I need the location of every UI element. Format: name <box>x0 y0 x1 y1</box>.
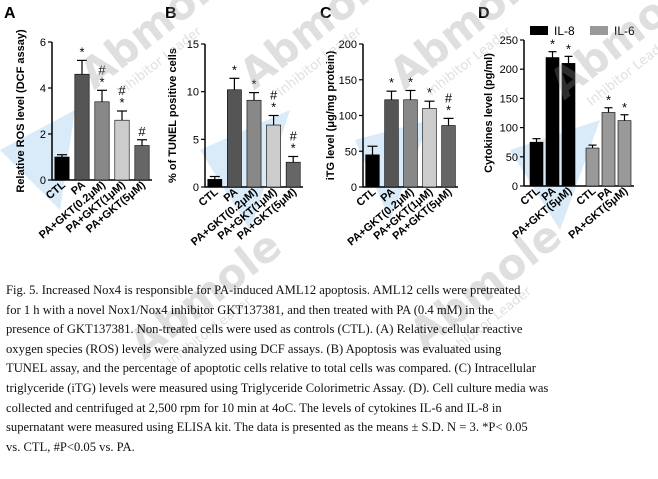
caption-line: for 1 h with a novel Nox1/Nox4 inhibitor… <box>6 302 494 317</box>
bar <box>54 156 70 181</box>
caption-line: presence of GKT137381. Non-treated cells… <box>6 322 523 337</box>
bar <box>74 73 90 181</box>
y-tick-label: 200 <box>500 64 518 76</box>
bar <box>601 112 616 187</box>
y-tick-label: 5 <box>193 134 199 146</box>
significance-mark: * <box>389 75 394 90</box>
caption-line: Fig. 5. Increased Nox4 is responsible fo… <box>6 283 521 297</box>
y-axis-label: Relative ROS level (DCF assay) <box>15 29 27 193</box>
y-tick-label: 4 <box>40 83 46 95</box>
significance-mark: * <box>291 140 296 155</box>
bar <box>441 125 456 188</box>
significance-mark: # <box>118 83 126 98</box>
bar <box>545 57 560 187</box>
y-tick-label: 200 <box>339 39 357 51</box>
y-tick-label: 15 <box>187 39 199 51</box>
y-tick-label: 50 <box>506 152 518 164</box>
significance-mark: * <box>79 44 84 59</box>
significance-mark: * <box>427 85 432 100</box>
bar <box>227 89 242 188</box>
caption-line: collected and centrifuged at 2,500 rpm f… <box>6 400 502 415</box>
significance-mark: * <box>550 37 555 52</box>
y-tick-label: 0 <box>351 182 357 194</box>
bar <box>384 99 399 188</box>
bar <box>403 99 418 188</box>
bar <box>585 147 600 187</box>
significance-mark: * <box>408 74 413 89</box>
legend-label: IL-8 <box>554 24 575 38</box>
bar <box>617 120 632 187</box>
bar <box>365 154 380 188</box>
significance-mark: # <box>138 124 146 139</box>
caption-line: vs. CTL, #P<0.05 vs. PA. <box>6 439 135 454</box>
y-axis-label: % of TUNEL positive cells <box>167 48 179 183</box>
significance-mark: # <box>290 128 298 143</box>
significance-mark: # <box>445 90 453 105</box>
panel-letter: A <box>4 5 16 22</box>
bar <box>285 161 301 188</box>
y-tick-label: 0 <box>193 182 199 194</box>
y-tick-label: 250 <box>500 35 518 47</box>
bar <box>94 101 110 181</box>
caption-line: TUNEL assay, and the percentage of apopt… <box>6 361 536 376</box>
panel-letter: C <box>320 5 332 22</box>
bar <box>266 124 281 188</box>
caption-line: triglyceride (iTG) levels were measured … <box>6 380 549 395</box>
y-tick-label: 150 <box>500 93 518 105</box>
significance-mark: * <box>446 102 451 117</box>
significance-mark: * <box>606 93 611 108</box>
caption-line: oxygen species (ROS) levels were analyze… <box>6 341 502 356</box>
y-axis-label: Cytokines level (pg/ml) <box>483 53 495 173</box>
x-tick-label: CTL <box>354 186 378 209</box>
y-tick-label: 10 <box>187 87 199 99</box>
x-tick-label: CTL <box>197 186 221 209</box>
figure-caption: Fig. 5. Increased Nox4 is responsible fo… <box>6 281 656 457</box>
significance-mark: # <box>270 88 278 103</box>
significance-mark: * <box>622 100 627 115</box>
y-tick-label: 6 <box>40 37 46 49</box>
watermark-shape <box>0 110 75 210</box>
bar <box>114 119 130 181</box>
y-tick-label: 2 <box>40 129 46 141</box>
y-tick-label: 50 <box>345 146 357 158</box>
significance-mark: * <box>566 41 571 56</box>
y-tick-label: 150 <box>339 75 357 87</box>
legend-label: IL-6 <box>614 24 635 38</box>
significance-mark: * <box>251 77 256 92</box>
legend-swatch <box>590 26 608 35</box>
bar <box>561 63 576 187</box>
significance-mark: * <box>271 100 276 115</box>
x-tick-label: CTL <box>574 185 598 208</box>
panel-letter: B <box>165 5 177 22</box>
bar <box>207 179 223 188</box>
bar <box>134 145 150 181</box>
y-tick-label: 0 <box>512 181 518 193</box>
bar <box>529 141 544 187</box>
bar <box>246 99 262 188</box>
significance-mark: * <box>99 74 104 89</box>
significance-mark: * <box>119 95 124 110</box>
significance-mark: # <box>98 62 106 77</box>
y-axis-label: iTG level (μg/mg protein) <box>325 50 337 180</box>
panel-letter: D <box>478 5 490 22</box>
caption-line: supernatant were measured using ELISA ki… <box>6 420 528 435</box>
legend-swatch <box>530 26 548 35</box>
y-tick-label: 0 <box>40 175 46 187</box>
y-tick-label: 100 <box>500 123 518 135</box>
bar <box>422 108 437 188</box>
y-tick-label: 100 <box>339 111 357 123</box>
significance-mark: * <box>232 62 237 77</box>
